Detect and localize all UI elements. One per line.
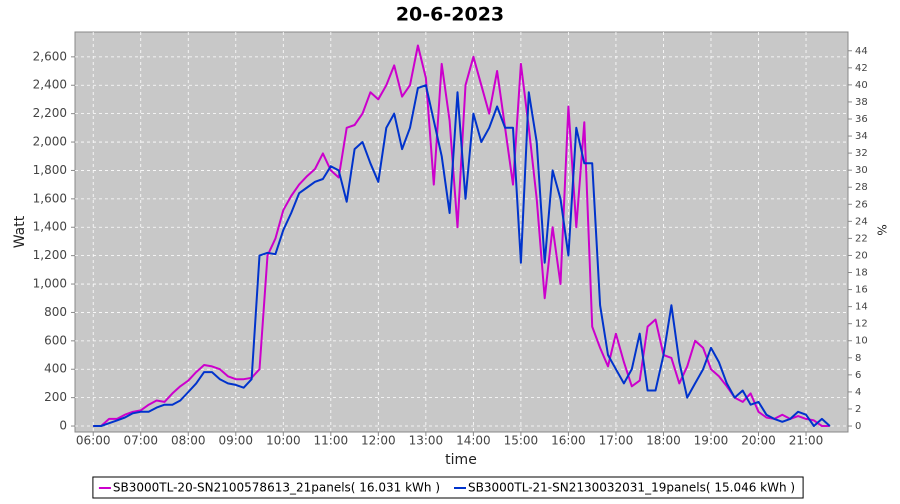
y-tick-label: 0 [59, 419, 67, 433]
y2-tick-label: 16 [855, 285, 868, 296]
y-tick-label: 1,000 [33, 277, 67, 291]
y-tick-label: 800 [44, 305, 67, 319]
legend-box [92, 476, 804, 499]
x-tick-label: 16:00 [551, 434, 586, 448]
series-line [93, 84, 831, 427]
y2-tick-label: 30 [855, 165, 868, 176]
y-tick-label: 2,600 [33, 49, 67, 63]
y2-tick-label: 18 [855, 268, 868, 279]
x-tick-label: 08:00 [171, 434, 206, 448]
y-tick-label: 2,200 [33, 106, 67, 120]
y2-axis-label: % [875, 224, 889, 235]
y-tick-label: 400 [44, 362, 67, 376]
x-tick-label: 06:00 [76, 434, 111, 448]
x-tick-label: 12:00 [361, 434, 396, 448]
x-tick-label: 10:00 [266, 434, 301, 448]
y-tick-label: 1,800 [33, 163, 67, 177]
y-tick-label: 1,400 [33, 220, 67, 234]
y2-tick-label: 34 [855, 131, 868, 142]
x-tick-label: 15:00 [504, 434, 539, 448]
y2-tick-label: 24 [855, 216, 868, 227]
y-tick-label: 2,000 [33, 135, 67, 149]
x-tick-label: 13:00 [409, 434, 444, 448]
plot-background [74, 31, 849, 433]
y2-tick-label: 8 [855, 353, 861, 364]
y2-tick-label: 2 [855, 404, 861, 415]
y2-tick-label: 38 [855, 97, 868, 108]
x-tick-label: 20:00 [741, 434, 776, 448]
y-tick-label: 600 [44, 333, 67, 347]
y2-tick-label: 28 [855, 182, 868, 193]
y2-tick-label: 32 [855, 148, 868, 159]
y2-tick-label: 44 [855, 46, 868, 57]
legend-label: SB3000TL-21-SN2130032031_19panels( 15.04… [468, 481, 795, 495]
y2-tick-label: 4 [855, 387, 861, 398]
y2-tick-label: 12 [855, 319, 868, 330]
y-tick-label: 200 [44, 390, 67, 404]
y2-tick-label: 42 [855, 63, 868, 74]
legend-label: SB3000TL-20-SN2100578613_21panels( 16.03… [113, 481, 440, 495]
chart-title: 20-6-2023 [396, 4, 504, 26]
x-tick-label: 19:00 [694, 434, 729, 448]
y2-tick-label: 6 [855, 370, 861, 381]
x-tick-label: 09:00 [218, 434, 253, 448]
y2-tick-label: 26 [855, 199, 868, 210]
y2-tick-label: 40 [855, 80, 868, 91]
x-tick-label: 07:00 [123, 434, 158, 448]
y2-tick-label: 0 [855, 421, 861, 432]
y-axis-label: Watt [12, 215, 28, 248]
x-axis-label: time [445, 452, 477, 468]
y-tick-label: 2,400 [33, 78, 67, 92]
y2-tick-label: 10 [855, 336, 868, 347]
x-tick-label: 17:00 [599, 434, 634, 448]
y2-tick-label: 20 [855, 250, 868, 261]
y2-tick-label: 22 [855, 233, 868, 244]
x-tick-label: 18:00 [646, 434, 681, 448]
y2-tick-label: 14 [855, 302, 868, 313]
y2-tick-label: 36 [855, 114, 868, 125]
x-tick-label: 11:00 [314, 434, 349, 448]
x-tick-label: 21:00 [789, 434, 824, 448]
legend: SB3000TL-20-SN2100578613_21panels( 16.03… [92, 476, 804, 499]
x-tick-label: 14:00 [456, 434, 491, 448]
y-tick-label: 1,200 [33, 248, 67, 262]
y-tick-label: 1,600 [33, 191, 67, 205]
